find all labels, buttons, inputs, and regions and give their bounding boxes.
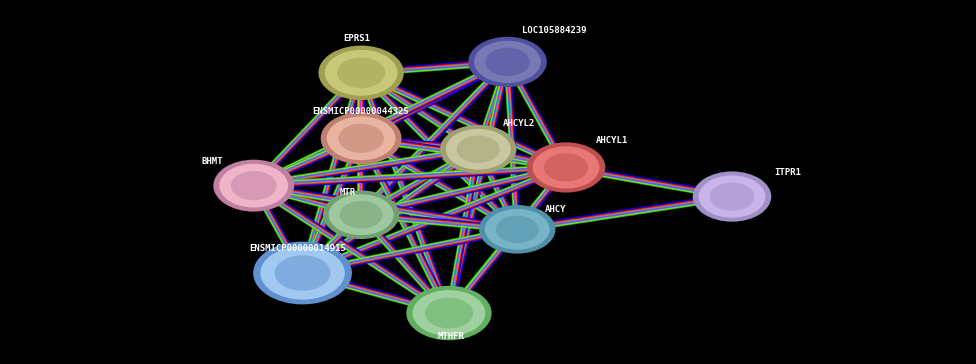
Ellipse shape	[710, 182, 754, 211]
Ellipse shape	[445, 128, 511, 170]
Ellipse shape	[340, 201, 383, 229]
Ellipse shape	[527, 142, 605, 193]
Ellipse shape	[339, 124, 384, 153]
Ellipse shape	[473, 40, 542, 84]
Ellipse shape	[479, 205, 555, 254]
Ellipse shape	[260, 246, 346, 300]
Ellipse shape	[406, 286, 492, 340]
Ellipse shape	[425, 298, 473, 328]
Ellipse shape	[318, 46, 404, 100]
Ellipse shape	[326, 116, 396, 161]
Ellipse shape	[214, 160, 294, 211]
Ellipse shape	[337, 58, 386, 88]
Text: AHCYL2: AHCYL2	[503, 119, 535, 128]
Ellipse shape	[457, 135, 500, 163]
Ellipse shape	[496, 215, 539, 243]
Text: MTHFR: MTHFR	[437, 332, 465, 341]
Ellipse shape	[440, 125, 516, 174]
Text: LOC105884239: LOC105884239	[522, 27, 587, 35]
Ellipse shape	[324, 49, 398, 96]
Ellipse shape	[274, 255, 331, 291]
Ellipse shape	[321, 112, 401, 164]
Text: AHCY: AHCY	[545, 205, 566, 214]
Text: ENSMICP00000014915: ENSMICP00000014915	[249, 244, 346, 253]
Ellipse shape	[485, 48, 530, 76]
Ellipse shape	[484, 208, 550, 250]
Ellipse shape	[468, 37, 547, 87]
Ellipse shape	[532, 146, 600, 189]
Ellipse shape	[698, 175, 766, 218]
Text: AHCYL1: AHCYL1	[595, 136, 628, 145]
Ellipse shape	[544, 153, 589, 182]
Ellipse shape	[323, 190, 399, 239]
Ellipse shape	[253, 242, 352, 304]
Text: EPRS1: EPRS1	[343, 34, 370, 43]
Text: ITPR1: ITPR1	[774, 169, 801, 177]
Text: MTR: MTR	[340, 189, 356, 197]
Text: BHMT: BHMT	[201, 158, 223, 166]
Ellipse shape	[328, 194, 394, 236]
Ellipse shape	[231, 171, 276, 200]
Ellipse shape	[219, 163, 289, 208]
Ellipse shape	[693, 171, 771, 222]
Ellipse shape	[412, 289, 486, 337]
Text: ENSMICP00000044325: ENSMICP00000044325	[312, 107, 410, 115]
